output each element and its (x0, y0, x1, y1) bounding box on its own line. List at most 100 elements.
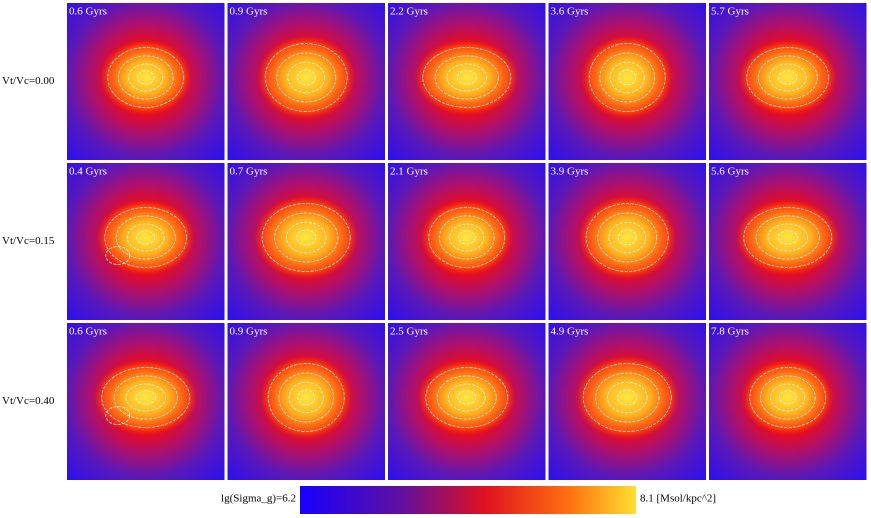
density-core (414, 39, 519, 116)
panel-time-label: 0.9 Gyrs (230, 326, 268, 338)
contour (757, 55, 818, 100)
contour (288, 381, 324, 414)
contour (767, 223, 808, 252)
panel-time-label: 0.6 Gyrs (69, 326, 107, 338)
contour (447, 383, 486, 412)
contour (617, 389, 638, 406)
row-label: Vt/Vc=0.15 (2, 235, 55, 247)
panel-time-label: 3.6 Gyrs (551, 6, 589, 18)
contour (428, 207, 506, 268)
contour (296, 229, 317, 246)
contour (125, 383, 166, 412)
contour (425, 367, 509, 428)
panel: 0.6 Gyrs (67, 323, 225, 480)
panel-time-label: 4.9 Gyrs (551, 326, 589, 338)
contour (618, 69, 637, 86)
contour (136, 230, 156, 245)
density-core (260, 355, 353, 440)
panel-time-label: 3.9 Gyrs (551, 166, 589, 178)
panel: 5.7 Gyrs (709, 3, 867, 160)
panel-time-label: 7.8 Gyrs (711, 326, 749, 338)
contour (128, 63, 164, 92)
contour (778, 70, 798, 85)
contour (117, 55, 174, 100)
panel-time-label: 2.5 Gyrs (390, 326, 428, 338)
panel: 0.7 Gyrs (227, 163, 385, 320)
contour (582, 363, 672, 432)
panel: 4.9 Gyrs (548, 323, 706, 480)
contour (107, 47, 185, 108)
contour (278, 372, 335, 423)
panel-time-label: 0.4 Gyrs (69, 166, 107, 178)
density-core (257, 35, 356, 120)
panel: 2.5 Gyrs (388, 323, 546, 480)
contour (113, 375, 178, 420)
contour (126, 223, 165, 252)
density-core (738, 39, 837, 116)
contour (446, 63, 487, 92)
row-label: Vt/Vc=0.40 (2, 395, 55, 407)
density-core (420, 199, 513, 276)
density-core (96, 199, 195, 276)
panel-time-label: 0.7 Gyrs (230, 166, 268, 178)
contour (617, 229, 637, 246)
panel-time-label: 2.2 Gyrs (390, 6, 428, 18)
contour (749, 367, 827, 428)
density-core (417, 359, 516, 436)
contour (286, 221, 327, 254)
contour (597, 212, 658, 263)
panel: 0.9 Gyrs (227, 323, 385, 480)
contour (287, 61, 326, 94)
contour (136, 70, 155, 85)
contour (599, 52, 656, 103)
contour (607, 381, 648, 414)
contour (743, 207, 833, 268)
colorbar (300, 486, 636, 514)
contour (770, 383, 806, 412)
panel: 2.1 Gyrs (388, 163, 546, 320)
panel-time-label: 2.1 Gyrs (390, 166, 428, 178)
contour (438, 215, 495, 260)
panel-time-label: 5.6 Gyrs (711, 166, 749, 178)
contour (296, 69, 316, 86)
contour (755, 215, 820, 260)
contour (115, 215, 176, 260)
contour (267, 363, 345, 432)
density-core (735, 199, 840, 276)
satellite-contour (105, 406, 131, 425)
colorbar-max-label: 8.1 [Msol/kpc^2] (640, 493, 716, 505)
density-core (254, 195, 359, 280)
row-label: Vt/Vc=0.00 (2, 75, 55, 87)
panel-time-label: 0.9 Gyrs (230, 6, 268, 18)
panel: 0.6 Gyrs (67, 3, 225, 160)
contour (746, 47, 830, 108)
density-core (581, 35, 674, 120)
contour (436, 375, 497, 420)
contour (759, 375, 816, 420)
contour (135, 390, 156, 405)
contour (595, 372, 660, 423)
panel: 0.4 Gyrs (67, 163, 225, 320)
contour (101, 367, 191, 428)
contour (768, 63, 807, 92)
contour (434, 55, 499, 100)
density-core (578, 195, 677, 280)
contour (778, 390, 797, 405)
contour (297, 389, 316, 406)
panel: 2.2 Gyrs (388, 3, 546, 160)
contour (588, 43, 666, 112)
panel: 3.6 Gyrs (548, 3, 706, 160)
panel: 3.9 Gyrs (548, 163, 706, 320)
panel: 7.8 Gyrs (709, 323, 867, 480)
contour (457, 230, 476, 245)
contour (422, 47, 512, 108)
contour (274, 212, 339, 263)
contour (261, 203, 351, 272)
contour (777, 230, 798, 245)
panel-time-label: 5.7 Gyrs (711, 6, 749, 18)
contour (457, 390, 477, 405)
contour (585, 203, 669, 272)
contour (456, 70, 477, 85)
colorbar-min-label: lg(Sigma_g)=6.2 (221, 493, 296, 505)
